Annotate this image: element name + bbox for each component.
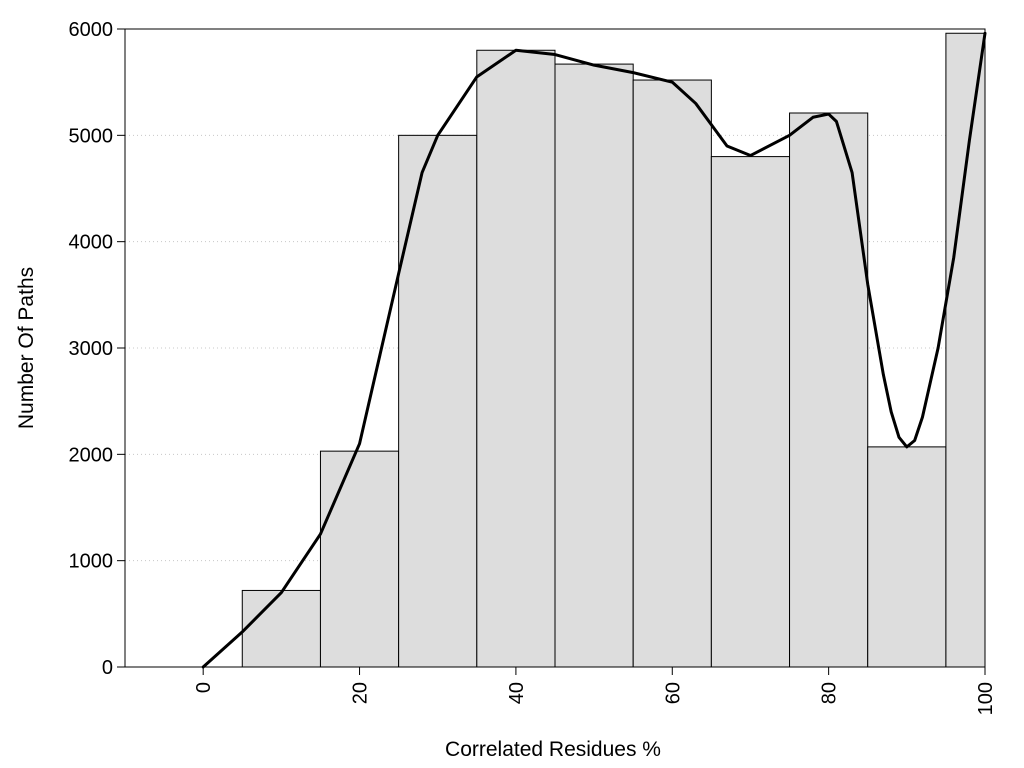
x-tick-label: 80 <box>819 682 841 704</box>
y-tick-label: 2000 <box>69 444 114 466</box>
x-tick-label: 40 <box>506 682 528 704</box>
histogram-bar <box>554 63 634 668</box>
histogram-bar <box>710 156 791 668</box>
histogram-bars <box>241 32 986 668</box>
histogram-bar <box>945 32 986 668</box>
density-curve <box>201 31 987 669</box>
x-tick-label: 20 <box>350 682 372 704</box>
y-tick-label: 1000 <box>69 551 114 573</box>
histogram-bar <box>319 450 400 668</box>
histogram-bar <box>398 134 478 668</box>
y-tick-label: 4000 <box>69 232 114 254</box>
y-tick-label: 6000 <box>69 19 114 41</box>
histogram-bar <box>476 49 556 668</box>
histogram-bar <box>241 589 321 668</box>
histogram-bar <box>632 79 712 668</box>
x-tick-label: 0 <box>193 682 215 693</box>
x-axis-ticks: 0 20 40 60 80 100 <box>193 667 997 715</box>
histogram-bar <box>789 112 869 668</box>
y-axis-ticks: 0 1000 2000 3000 4000 5000 6000 <box>69 19 125 679</box>
y-axis-title: Number Of Paths <box>15 267 38 429</box>
x-tick-label: 100 <box>975 682 997 715</box>
density-curve-line <box>201 31 987 669</box>
x-tick-label: 60 <box>662 682 684 704</box>
y-tick-label: 5000 <box>69 125 114 147</box>
y-tick-label: 0 <box>102 657 113 679</box>
histogram-bar <box>867 446 947 668</box>
y-tick-label: 3000 <box>69 338 114 360</box>
x-axis-title: Correlated Residues % <box>445 738 661 761</box>
